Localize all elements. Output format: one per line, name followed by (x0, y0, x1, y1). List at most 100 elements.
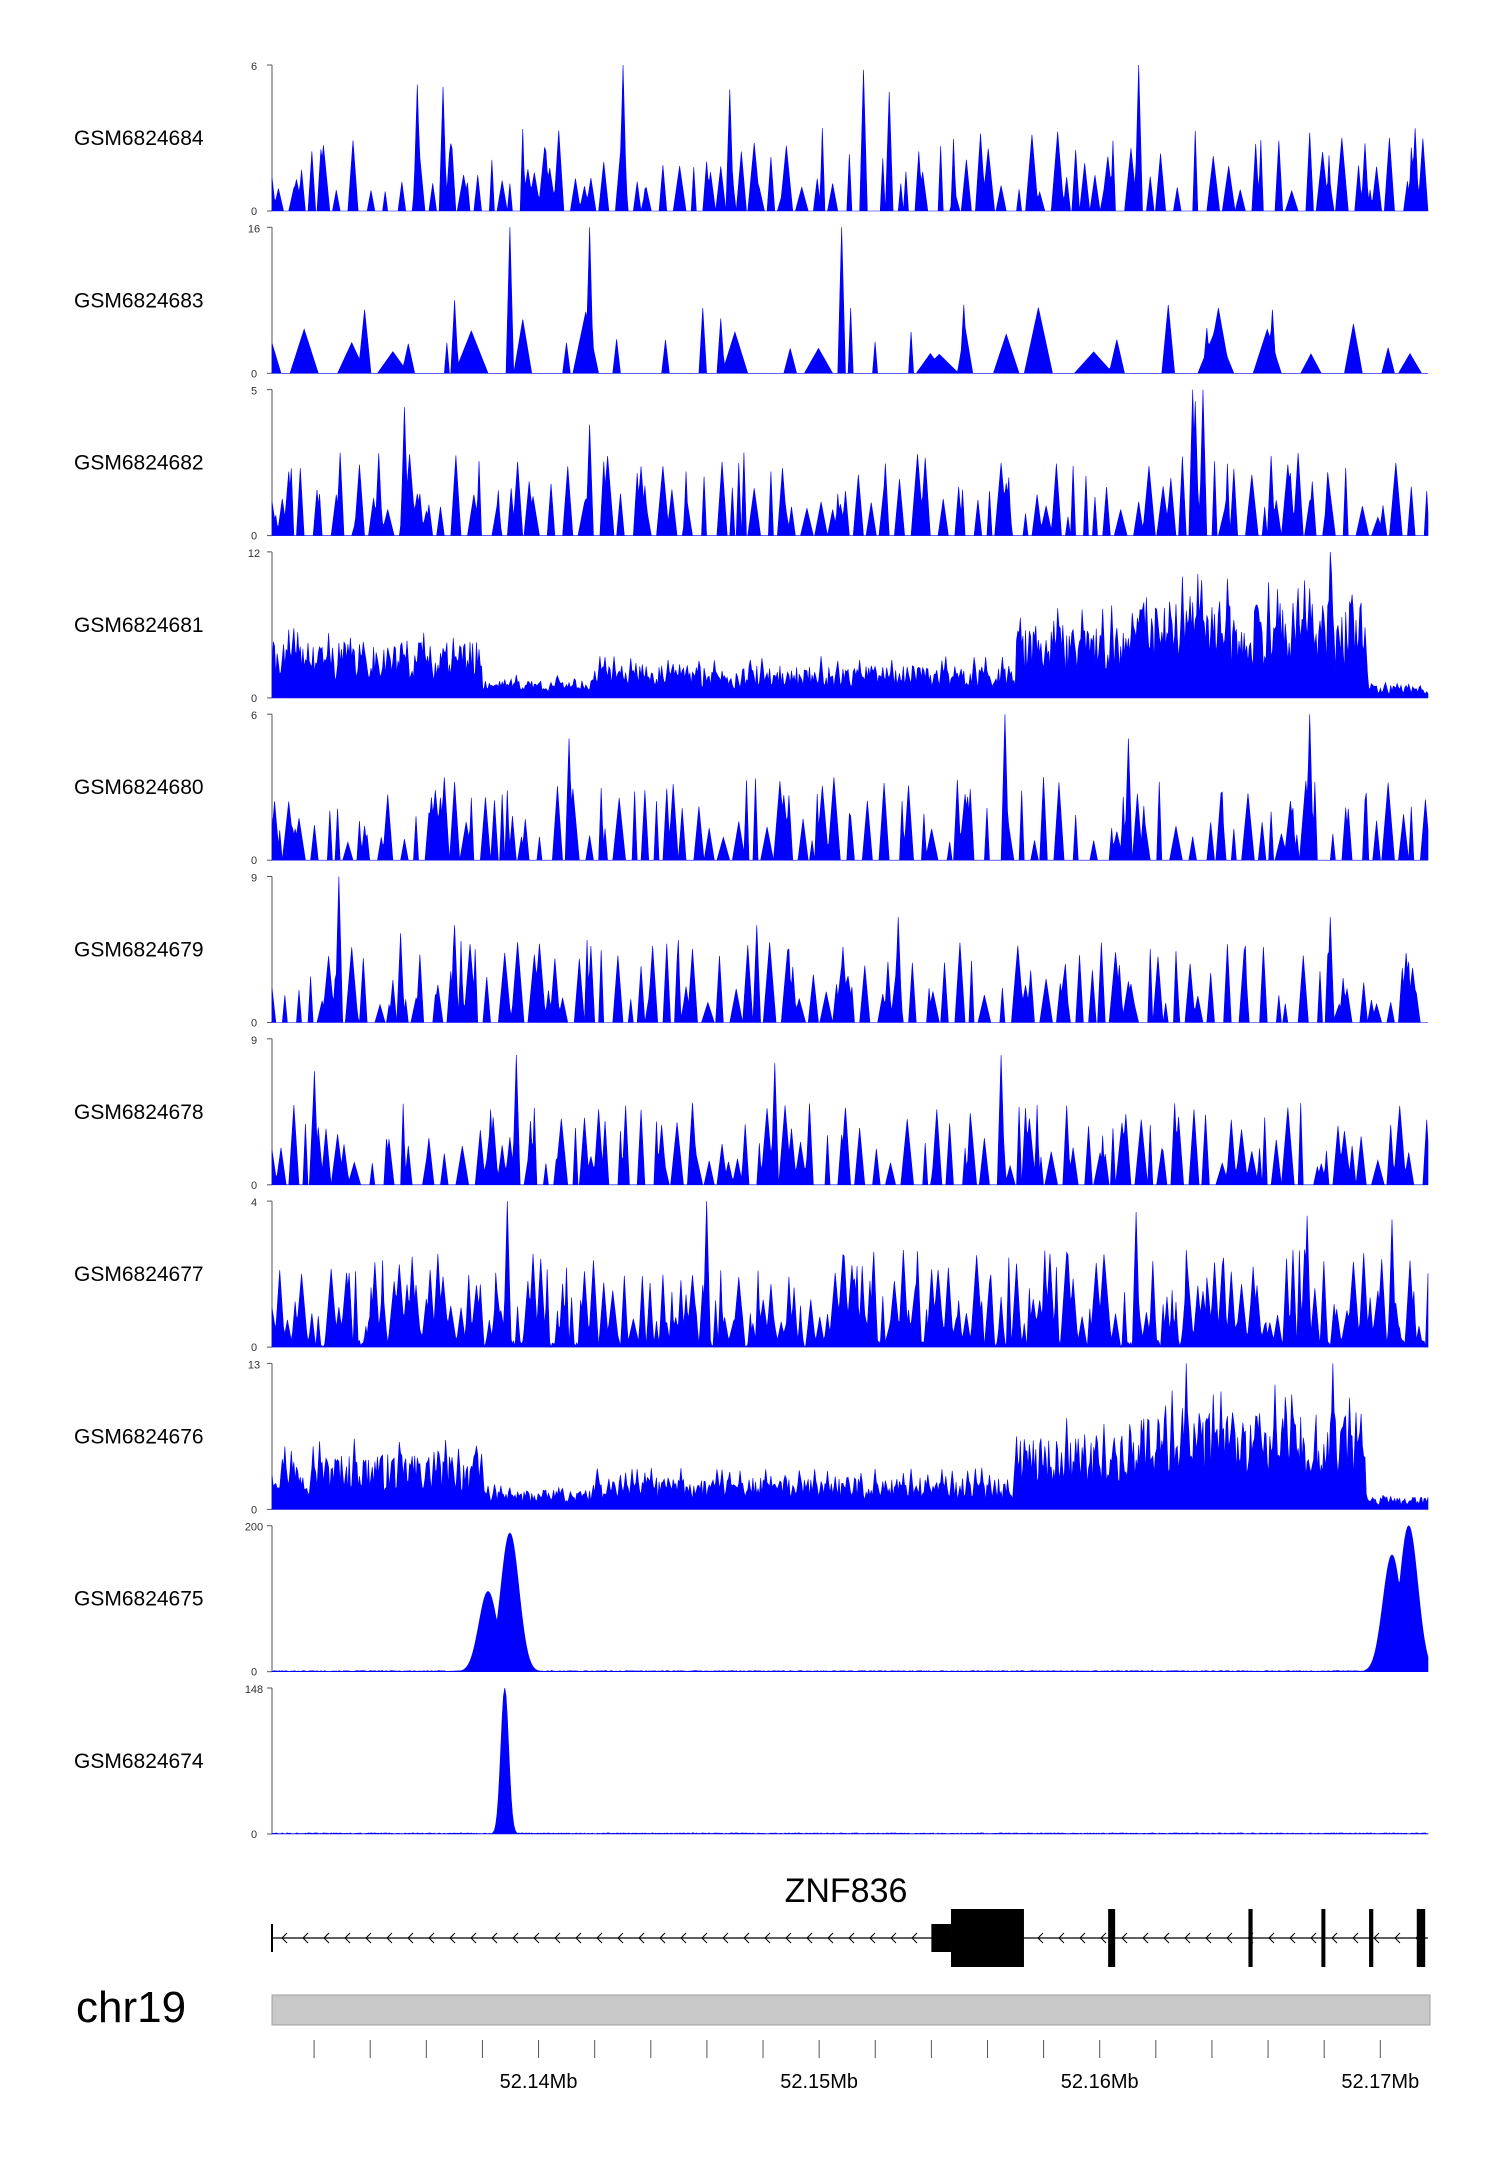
signal-tracks: GSM682468460GSM6824683160GSM682468250GSM… (74, 61, 1429, 1841)
y-min-label: 0 (251, 1018, 257, 1030)
strand-chevron-icon (1184, 1932, 1191, 1944)
strand-chevron-icon (785, 1932, 792, 1944)
track-GSM6824683: GSM6824683 16 0 (74, 223, 1428, 380)
track-label: GSM6824675 (74, 1588, 204, 1611)
y-min-label: 0 (251, 1829, 257, 1841)
track-label: GSM6824679 (74, 939, 204, 962)
strand-chevron-icon (323, 1932, 330, 1944)
strand-chevron-icon (470, 1932, 477, 1944)
y-max-label: 16 (248, 223, 260, 235)
exon-block (931, 1924, 952, 1952)
signal-area (271, 1687, 1429, 1835)
strand-chevron-icon (512, 1932, 519, 1944)
strand-chevron-icon (827, 1932, 834, 1944)
signal-area (271, 227, 1428, 374)
strand-chevron-icon (1289, 1932, 1296, 1944)
strand-chevron-icon (1037, 1932, 1044, 1944)
strand-chevron-icon (743, 1932, 750, 1944)
strand-chevron-icon (1310, 1932, 1317, 1944)
genome-axis: 52.14Mb 52.15Mb 52.16Mb 52.17Mb (313, 2040, 1419, 2093)
track-label: GSM6824684 (74, 127, 204, 150)
strand-chevron-icon (554, 1932, 561, 1944)
track-GSM6824677: GSM6824677 4 0 (74, 1197, 1429, 1354)
strand-chevron-icon (1121, 1932, 1128, 1944)
track-GSM6824684: GSM6824684 6 0 (74, 61, 1429, 218)
y-min-label: 0 (251, 368, 257, 380)
exon-block (1369, 1909, 1374, 1967)
strand-chevron-icon (1394, 1932, 1401, 1944)
strand-chevron-icon (1331, 1932, 1338, 1944)
strand-chevron-icon (848, 1932, 855, 1944)
signal-area (271, 64, 1429, 212)
y-min-label: 0 (251, 855, 257, 867)
track-label: GSM6824676 (74, 1425, 204, 1448)
strand-chevron-icon (764, 1932, 771, 1944)
exon-block (951, 1909, 1024, 1967)
strand-chevron-icon (1352, 1932, 1359, 1944)
y-min-label: 0 (251, 1342, 257, 1354)
strand-chevron-icon (659, 1932, 666, 1944)
signal-area (271, 714, 1429, 861)
genome-axis-track: chr19 52.14Mb 52.15Mb 52.16Mb 52.17Mb (76, 1983, 1431, 2093)
chromosome-bar (271, 1994, 1431, 2026)
chromosome-label: chr19 (76, 1983, 186, 2032)
axis-tick-label: 52.14Mb (500, 2071, 578, 2093)
y-max-label: 148 (245, 1684, 263, 1696)
strand-chevron-icon (1226, 1932, 1233, 1944)
y-max-label: 12 (248, 548, 260, 560)
strand-chevron-icon (386, 1932, 393, 1944)
strand-chevron-icon (302, 1932, 309, 1944)
exon-block (1321, 1909, 1326, 1967)
strand-chevron-icon (365, 1932, 372, 1944)
track-GSM6824680: GSM6824680 6 0 (74, 710, 1429, 867)
track-GSM6824678: GSM6824678 9 0 (74, 1035, 1429, 1192)
y-max-label: 6 (251, 710, 257, 722)
y-max-label: 200 (245, 1522, 263, 1534)
strand-chevron-icon (491, 1932, 498, 1944)
strand-chevron-icon (344, 1932, 351, 1944)
strand-chevron-icon (1079, 1932, 1086, 1944)
gene-model (271, 1909, 1428, 1967)
strand-chevron-icon (407, 1932, 414, 1944)
strand-chevron-icon (1142, 1932, 1149, 1944)
y-min-label: 0 (251, 206, 257, 218)
gene-name-label: ZNF836 (785, 1872, 908, 1910)
signal-area (271, 551, 1429, 699)
strand-chevron-icon (428, 1932, 435, 1944)
strand-chevron-icon (638, 1932, 645, 1944)
axis-tick-label: 52.17Mb (1341, 2071, 1419, 2093)
gene-annotation-track: ZNF836 (271, 1872, 1428, 1967)
signal-area (271, 1201, 1429, 1349)
track-label: GSM6824674 (74, 1750, 204, 1773)
strand-chevron-icon (575, 1932, 582, 1944)
strand-chevron-icon (680, 1932, 687, 1944)
strand-chevron-icon (617, 1932, 624, 1944)
strand-chevron-icon (281, 1932, 288, 1944)
y-min-label: 0 (251, 1667, 257, 1679)
y-min-label: 0 (251, 1504, 257, 1516)
strand-chevron-icon (596, 1932, 603, 1944)
track-label: GSM6824683 (74, 289, 204, 312)
signal-area (271, 1363, 1429, 1510)
track-GSM6824674: GSM6824674 148 0 (74, 1684, 1429, 1841)
track-label: GSM6824682 (74, 452, 204, 475)
exon-block (1108, 1909, 1116, 1967)
strand-chevron-icon (533, 1932, 540, 1944)
strand-chevron-icon (701, 1932, 708, 1944)
signal-area (271, 876, 1428, 1023)
track-label: GSM6824681 (74, 614, 204, 637)
axis-tick-label: 52.16Mb (1061, 2071, 1139, 2093)
axis-tick-label: 52.15Mb (780, 2071, 858, 2093)
signal-area (271, 389, 1429, 536)
track-label: GSM6824678 (74, 1101, 204, 1124)
strand-chevron-icon (890, 1932, 897, 1944)
exon-block (1416, 1909, 1426, 1967)
track-GSM6824676: GSM6824676 13 0 (74, 1359, 1429, 1516)
track-label: GSM6824677 (74, 1263, 204, 1286)
signal-area (271, 1525, 1429, 1672)
strand-chevron-icon (806, 1932, 813, 1944)
strand-chevron-icon (1100, 1932, 1107, 1944)
y-max-label: 5 (251, 386, 257, 398)
strand-chevron-icon (1205, 1932, 1212, 1944)
